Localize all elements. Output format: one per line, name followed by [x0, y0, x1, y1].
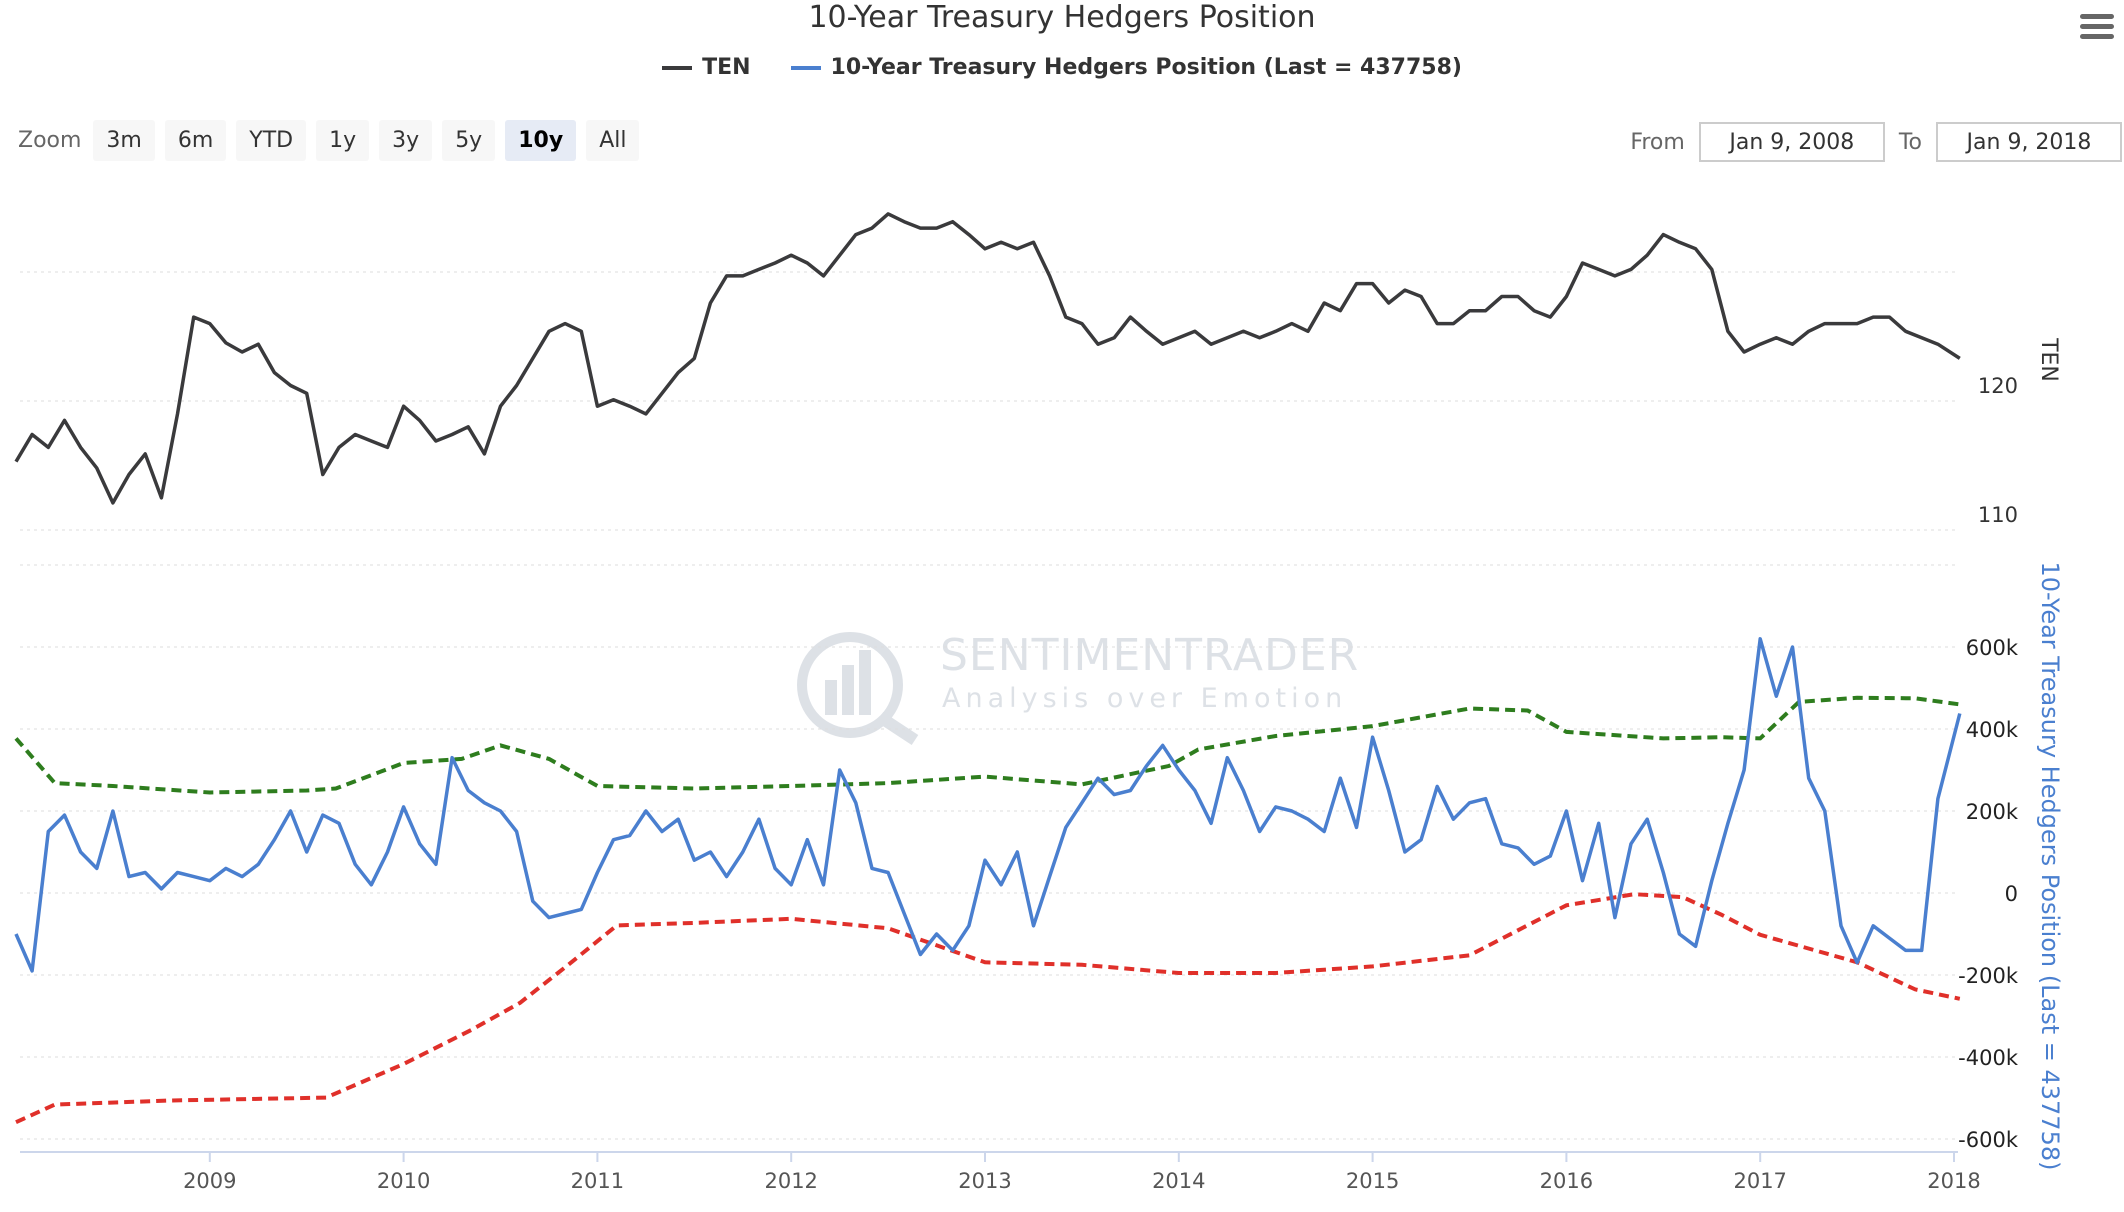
to-label: To	[1898, 129, 1922, 155]
zoom-3m-button[interactable]: 3m	[93, 120, 155, 161]
y-tick-label-top: 110	[1978, 503, 2018, 527]
hamburger-menu-icon[interactable]	[2080, 14, 2114, 44]
y-axis-title-hedgers: 10-Year Treasury Hedgers Position (Last …	[2036, 562, 2064, 1171]
x-tick-label: 2013	[958, 1169, 1011, 1193]
y-tick-label-bottom: 200k	[1966, 800, 2019, 824]
y-tick-label-bottom: -400k	[1958, 1046, 2019, 1070]
x-tick-label: 2014	[1152, 1169, 1205, 1193]
x-tick-label: 2015	[1346, 1169, 1399, 1193]
legend-label-hedgers: 10-Year Treasury Hedgers Position (Last …	[830, 55, 1462, 80]
lower-band-line	[15, 892, 1961, 1125]
x-tick-label: 2010	[377, 1169, 430, 1193]
x-tick-label: 2012	[764, 1169, 817, 1193]
y-tick-label-top: 120	[1978, 374, 2018, 398]
zoom-label: Zoom	[18, 128, 82, 153]
y-tick-label-bottom: 400k	[1966, 718, 2019, 742]
date-range: From To	[1630, 122, 2122, 162]
zoom-5y-button[interactable]: 5y	[442, 120, 496, 161]
ten-price-line	[14, 212, 1961, 505]
zoom-10y-button[interactable]: 10y	[505, 120, 577, 161]
zoom-6m-button[interactable]: 6m	[164, 120, 227, 161]
chart-title: 10-Year Treasury Hedgers Position	[808, 0, 1316, 35]
x-tick-label: 2011	[571, 1169, 624, 1193]
hedgers-position-line	[14, 637, 1962, 973]
ten-swatch-icon	[662, 65, 693, 70]
y-tick-label-bottom: 600k	[1966, 636, 2019, 660]
upper-band-line	[14, 695, 1961, 795]
legend-item-hedgers[interactable]: 10-Year Treasury Hedgers Position (Last …	[790, 55, 1462, 80]
to-date-input[interactable]	[1936, 122, 2122, 162]
zoom-ytd-button[interactable]: YTD	[236, 120, 307, 161]
legend-item-ten[interactable]: TEN	[662, 55, 751, 80]
zoom-1y-button[interactable]: 1y	[316, 120, 370, 161]
hedgers-swatch-icon	[790, 65, 821, 70]
legend: TEN 10-Year Treasury Hedgers Position (L…	[0, 55, 2124, 80]
x-tick-label: 2009	[183, 1169, 236, 1193]
y-tick-label-bottom: 0	[2005, 882, 2018, 906]
from-date-input[interactable]	[1698, 122, 1885, 162]
zoom-selector: Zoom 3m 6m YTD 1y 3y 5y 10y All	[18, 120, 640, 161]
x-tick-label: 2018	[1927, 1169, 1980, 1193]
zoom-3y-button[interactable]: 3y	[379, 120, 433, 161]
from-label: From	[1630, 129, 1685, 155]
zoom-all-button[interactable]: All	[586, 120, 640, 161]
x-tick-label: 2017	[1733, 1169, 1786, 1193]
x-tick-label: 2016	[1540, 1169, 1593, 1193]
legend-label-ten: TEN	[702, 55, 751, 80]
y-tick-label-bottom: -200k	[1958, 964, 2019, 988]
y-tick-label-bottom: -600k	[1958, 1128, 2019, 1152]
y-axis-title-ten: TEN	[2036, 337, 2061, 382]
